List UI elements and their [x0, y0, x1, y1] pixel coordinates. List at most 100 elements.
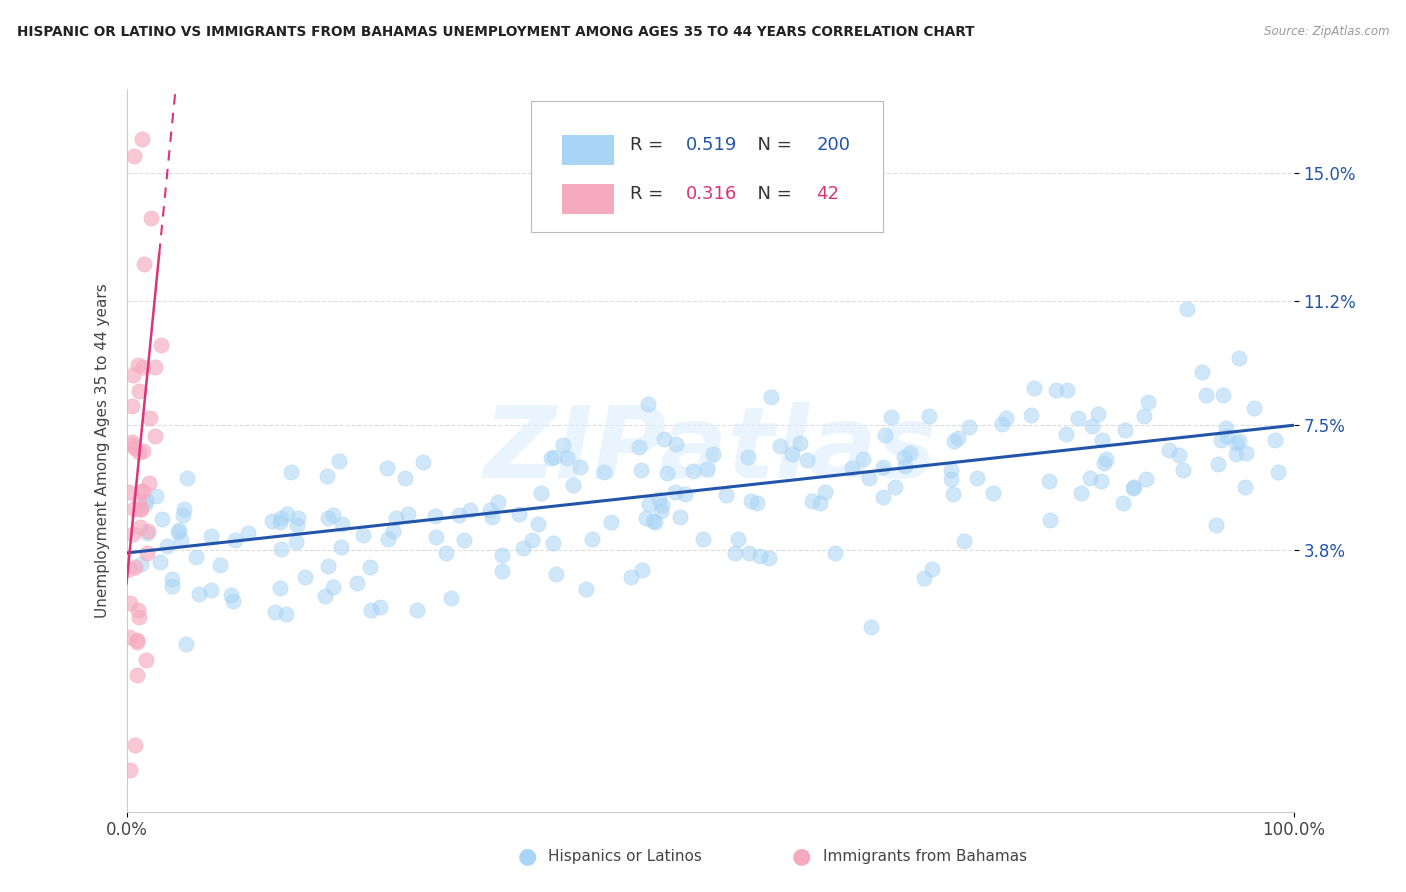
- Point: [173, 502, 195, 516]
- Point: [135, 546, 157, 560]
- Point: [118, 484, 141, 499]
- Point: [174, 637, 197, 651]
- Point: [1171, 463, 1194, 477]
- Point: [1038, 475, 1060, 489]
- Point: [941, 462, 963, 476]
- Point: [655, 467, 678, 481]
- Point: [644, 515, 666, 529]
- Point: [740, 494, 762, 508]
- Point: [872, 460, 894, 475]
- Text: 42: 42: [817, 185, 839, 203]
- Text: 0.316: 0.316: [686, 185, 737, 203]
- Point: [224, 533, 246, 548]
- Point: [129, 501, 152, 516]
- Point: [405, 602, 427, 616]
- Point: [134, 257, 156, 271]
- Point: [1078, 471, 1101, 485]
- Point: [143, 429, 166, 443]
- Point: [912, 571, 935, 585]
- Point: [1159, 443, 1181, 458]
- Point: [1136, 394, 1159, 409]
- Point: [200, 583, 222, 598]
- Text: Immigrants from Bahamas: Immigrants from Bahamas: [823, 849, 1026, 863]
- Point: [128, 384, 150, 398]
- Point: [377, 532, 399, 546]
- Point: [359, 559, 381, 574]
- Point: [568, 459, 591, 474]
- Point: [1111, 496, 1133, 510]
- Point: [125, 632, 148, 647]
- Point: [170, 533, 193, 548]
- Point: [921, 562, 943, 576]
- Point: [453, 533, 475, 547]
- Point: [276, 507, 298, 521]
- Point: [562, 478, 585, 492]
- Point: [1212, 387, 1234, 401]
- Point: [953, 534, 976, 549]
- Point: [172, 508, 194, 523]
- Point: [1135, 472, 1157, 486]
- Point: [858, 471, 880, 485]
- Text: ●: ●: [517, 847, 537, 866]
- Point: [575, 582, 598, 597]
- Point: [527, 517, 550, 532]
- Point: [187, 587, 209, 601]
- Point: [139, 211, 162, 226]
- Point: [769, 439, 792, 453]
- Point: [1225, 447, 1247, 461]
- Point: [546, 566, 568, 581]
- Point: [990, 417, 1012, 432]
- Point: [669, 510, 692, 524]
- Point: [738, 545, 761, 559]
- Point: [1081, 419, 1104, 434]
- Point: [860, 620, 883, 634]
- Point: [131, 132, 153, 146]
- Point: [125, 668, 148, 682]
- Point: [222, 593, 245, 607]
- Point: [478, 502, 501, 516]
- Point: [872, 490, 894, 504]
- Point: [176, 471, 198, 485]
- Point: [883, 480, 905, 494]
- Point: [600, 515, 623, 529]
- Point: [1229, 434, 1251, 448]
- Point: [789, 436, 811, 450]
- Point: [149, 338, 172, 352]
- Point: [118, 562, 141, 576]
- Text: N =: N =: [747, 136, 797, 153]
- Point: [801, 494, 824, 508]
- Point: [136, 525, 159, 540]
- Point: [129, 558, 152, 572]
- Point: [318, 559, 340, 574]
- Point: [219, 588, 242, 602]
- Point: [121, 527, 143, 541]
- Point: [581, 532, 603, 546]
- Point: [995, 410, 1018, 425]
- Point: [322, 580, 344, 594]
- Point: [1195, 388, 1218, 402]
- Point: [368, 600, 391, 615]
- Point: [209, 558, 232, 573]
- Point: [425, 530, 447, 544]
- Point: [1267, 465, 1289, 479]
- Point: [124, 738, 146, 752]
- Point: [122, 149, 145, 163]
- Point: [167, 525, 190, 540]
- Point: [150, 512, 173, 526]
- Point: [638, 497, 661, 511]
- Point: [966, 471, 988, 485]
- Point: [269, 515, 291, 529]
- Point: [139, 411, 162, 425]
- Point: [759, 391, 782, 405]
- Point: [592, 465, 614, 479]
- Point: [122, 501, 145, 516]
- Point: [260, 514, 283, 528]
- Point: [491, 564, 513, 578]
- Point: [1215, 421, 1237, 435]
- FancyBboxPatch shape: [562, 184, 614, 214]
- Point: [127, 359, 149, 373]
- Point: [129, 519, 152, 533]
- Point: [630, 462, 652, 476]
- Point: [318, 511, 340, 525]
- Point: [748, 549, 770, 563]
